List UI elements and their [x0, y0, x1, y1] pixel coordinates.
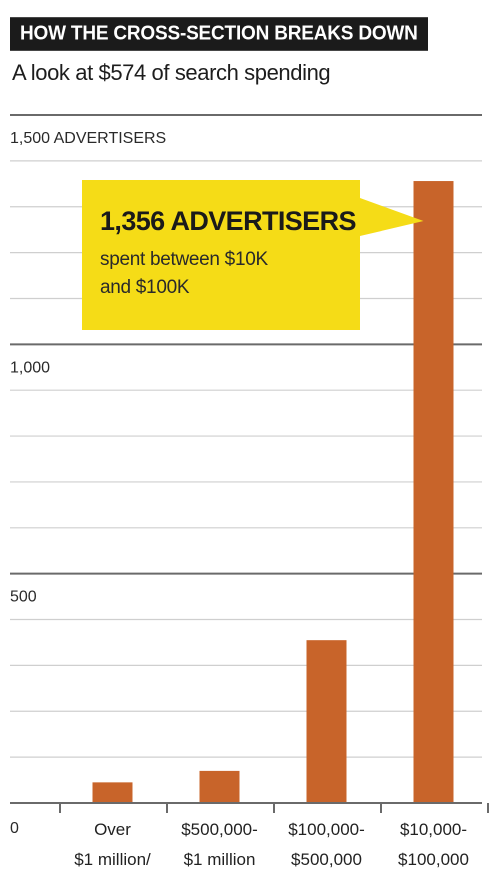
category-label: $500,000- [181, 820, 258, 839]
y-tick-label: 500 [10, 589, 37, 606]
annotation-callout: 1,356 ADVERTISERS spent between $10K and $… [82, 180, 424, 330]
category-label: $1 million [184, 850, 256, 869]
bar [199, 770, 240, 803]
bar [306, 640, 347, 803]
category-label: $100,000- [288, 820, 365, 839]
y-tick-label: 1,500 ADVERTISERS [10, 130, 166, 147]
category-label: $500,000 [291, 850, 362, 869]
callout-headline: 1,356 ADVERTISERS [100, 206, 356, 236]
category-labels: Over $1 million/ $500,000- $1 million $100,0… [74, 820, 469, 869]
chart-subtitle: A look at $574 of search spending [12, 60, 331, 85]
bar [413, 181, 454, 804]
grid-lines [10, 114, 482, 758]
category-label: $100,000 [398, 850, 469, 869]
category-label: $10,000- [400, 820, 467, 839]
category-label: $1 million/ [74, 850, 151, 869]
y-tick-label: 1,000 [10, 359, 50, 376]
y-tick-labels: 0 500 1,000 1,500 ADVERTISERS [10, 130, 166, 837]
chart-title: HOW THE CROSS-SECTION BREAKS DOWN [10, 17, 428, 51]
y-tick-label: 0 [10, 820, 19, 837]
bars [92, 181, 454, 804]
callout-box [82, 180, 424, 330]
x-axis [10, 802, 489, 813]
callout-text: and $100K [100, 277, 190, 298]
bar [92, 782, 133, 803]
category-label: Over [94, 820, 131, 839]
callout-text: spent between $10K [100, 249, 268, 270]
